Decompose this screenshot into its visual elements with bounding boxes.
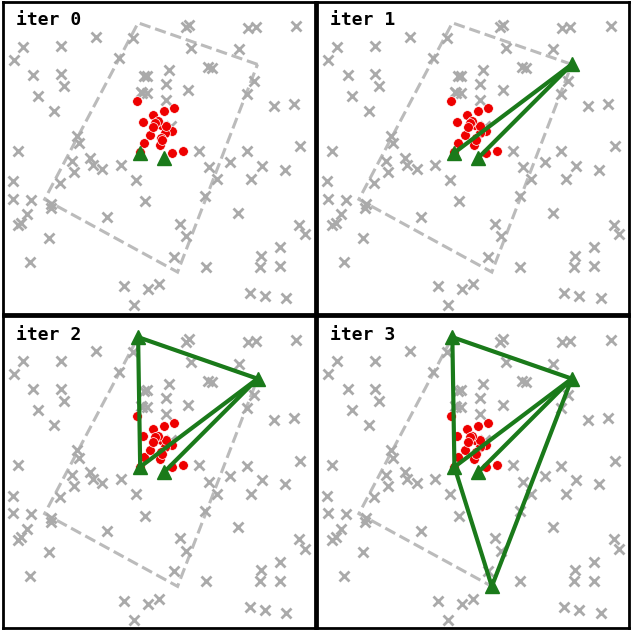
Text: iter 1: iter 1	[330, 11, 395, 30]
Text: iter 3: iter 3	[330, 326, 395, 344]
Text: iter 2: iter 2	[16, 326, 81, 344]
Text: iter 0: iter 0	[16, 11, 81, 30]
